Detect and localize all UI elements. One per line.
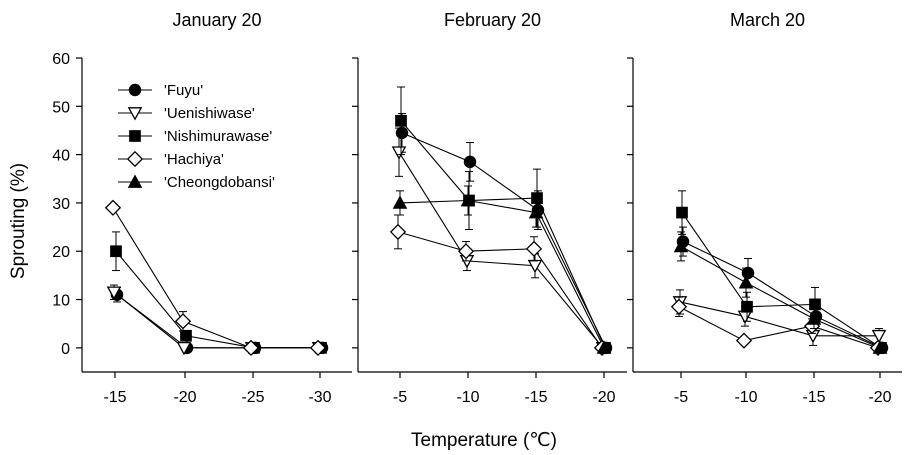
triangle-up-marker <box>806 311 822 325</box>
square-marker <box>676 206 688 219</box>
triangle-up-marker <box>673 238 689 253</box>
x-tick-label: -5 <box>393 389 407 406</box>
x-tick-label: -15 <box>103 389 126 406</box>
y-tick-label: 60 <box>52 51 70 68</box>
series-line <box>399 199 605 349</box>
x-tick-label: -25 <box>241 389 264 406</box>
y-tick-label: 30 <box>52 196 70 213</box>
triangle-up-marker <box>528 205 544 219</box>
legend-label: 'Uenishiwase' <box>164 105 255 122</box>
series-line <box>401 132 607 349</box>
x-tick-label: -15 <box>802 389 825 406</box>
series-line <box>113 291 319 349</box>
x-tick-label: -10 <box>456 389 479 406</box>
series-line <box>398 151 604 349</box>
square-marker <box>395 114 407 127</box>
panel-title: February 20 <box>444 10 541 30</box>
square-marker <box>809 298 821 311</box>
panel-1: January 20 -15 -20 -25 -30 0 10 20 30 40 50 60 'Fuyu… <box>52 10 352 406</box>
x-tick-label: -10 <box>734 389 757 406</box>
legend-label: 'Fuyu' <box>164 82 203 99</box>
square-marker <box>110 245 122 258</box>
circle-marker <box>463 155 477 169</box>
y-axis-label: Sprouting (%) <box>8 163 29 279</box>
triangle-up-marker <box>738 275 754 289</box>
series-line <box>112 207 318 349</box>
panel-3: March 20 -5 -10 -15 -20 <box>627 10 902 406</box>
triangle-up-marker <box>460 192 476 207</box>
series-line <box>679 301 879 337</box>
y-tick-label: 20 <box>52 244 70 261</box>
triangle-down-marker <box>391 146 407 160</box>
legend-label: 'Hachiya' <box>164 151 224 168</box>
series-line <box>116 294 322 349</box>
x-tick-label: -15 <box>524 389 547 406</box>
y-tick-label: 50 <box>52 99 70 116</box>
y-tick-label: 40 <box>52 148 70 165</box>
series-line <box>397 231 603 349</box>
triangle-down-marker <box>127 107 143 121</box>
diamond-marker <box>735 332 753 349</box>
square-marker <box>741 300 753 313</box>
series-line <box>678 306 879 349</box>
panel-title: March 20 <box>730 10 805 30</box>
legend-label: 'Cheongdobansi' <box>164 174 275 191</box>
triangle-up-marker <box>127 174 143 188</box>
series-line <box>682 241 883 349</box>
square-marker <box>129 130 141 142</box>
triangle-down-marker <box>871 329 887 344</box>
series-line <box>680 245 881 349</box>
diamond-marker <box>309 339 327 356</box>
circle-marker <box>741 266 755 280</box>
triangle-down-marker <box>106 286 122 300</box>
diamond-marker <box>389 223 407 241</box>
diamond-marker <box>242 339 260 356</box>
legend: 'Fuyu' 'Uenishiwase' 'Nishimurawase' 'Hachi… <box>118 82 275 191</box>
x-tick-label: -20 <box>592 389 615 406</box>
y-tick-label: 0 <box>61 341 70 358</box>
circle-marker <box>395 126 409 140</box>
y-tick-label: 10 <box>52 293 70 310</box>
triangle-up-marker <box>596 340 612 354</box>
diamond-marker <box>104 199 122 216</box>
x-tick-label: -20 <box>173 389 196 406</box>
x-axis-label: Temperature (℃) <box>411 430 557 451</box>
diamond-marker <box>670 298 688 315</box>
diamond-marker <box>525 240 543 257</box>
panel-2: February 20 -5 -10 -15 -20 <box>352 10 627 406</box>
panel-title: January 20 <box>172 10 261 30</box>
triangle-up-marker <box>872 340 888 354</box>
legend-label: 'Nishimurawase' <box>164 128 272 145</box>
series-line <box>115 250 321 349</box>
triangle-down-marker <box>176 341 192 356</box>
square-marker <box>180 329 192 342</box>
triangle-up-marker <box>392 195 408 209</box>
x-tick-label: -5 <box>674 389 688 406</box>
diamond-marker <box>126 150 144 168</box>
x-tick-label: -20 <box>868 389 891 406</box>
series-line <box>681 212 882 349</box>
diamond-marker <box>457 243 475 260</box>
series-line <box>400 120 606 349</box>
x-tick-label: -30 <box>308 389 331 406</box>
circle-marker <box>128 83 142 97</box>
diamond-marker <box>174 313 192 330</box>
